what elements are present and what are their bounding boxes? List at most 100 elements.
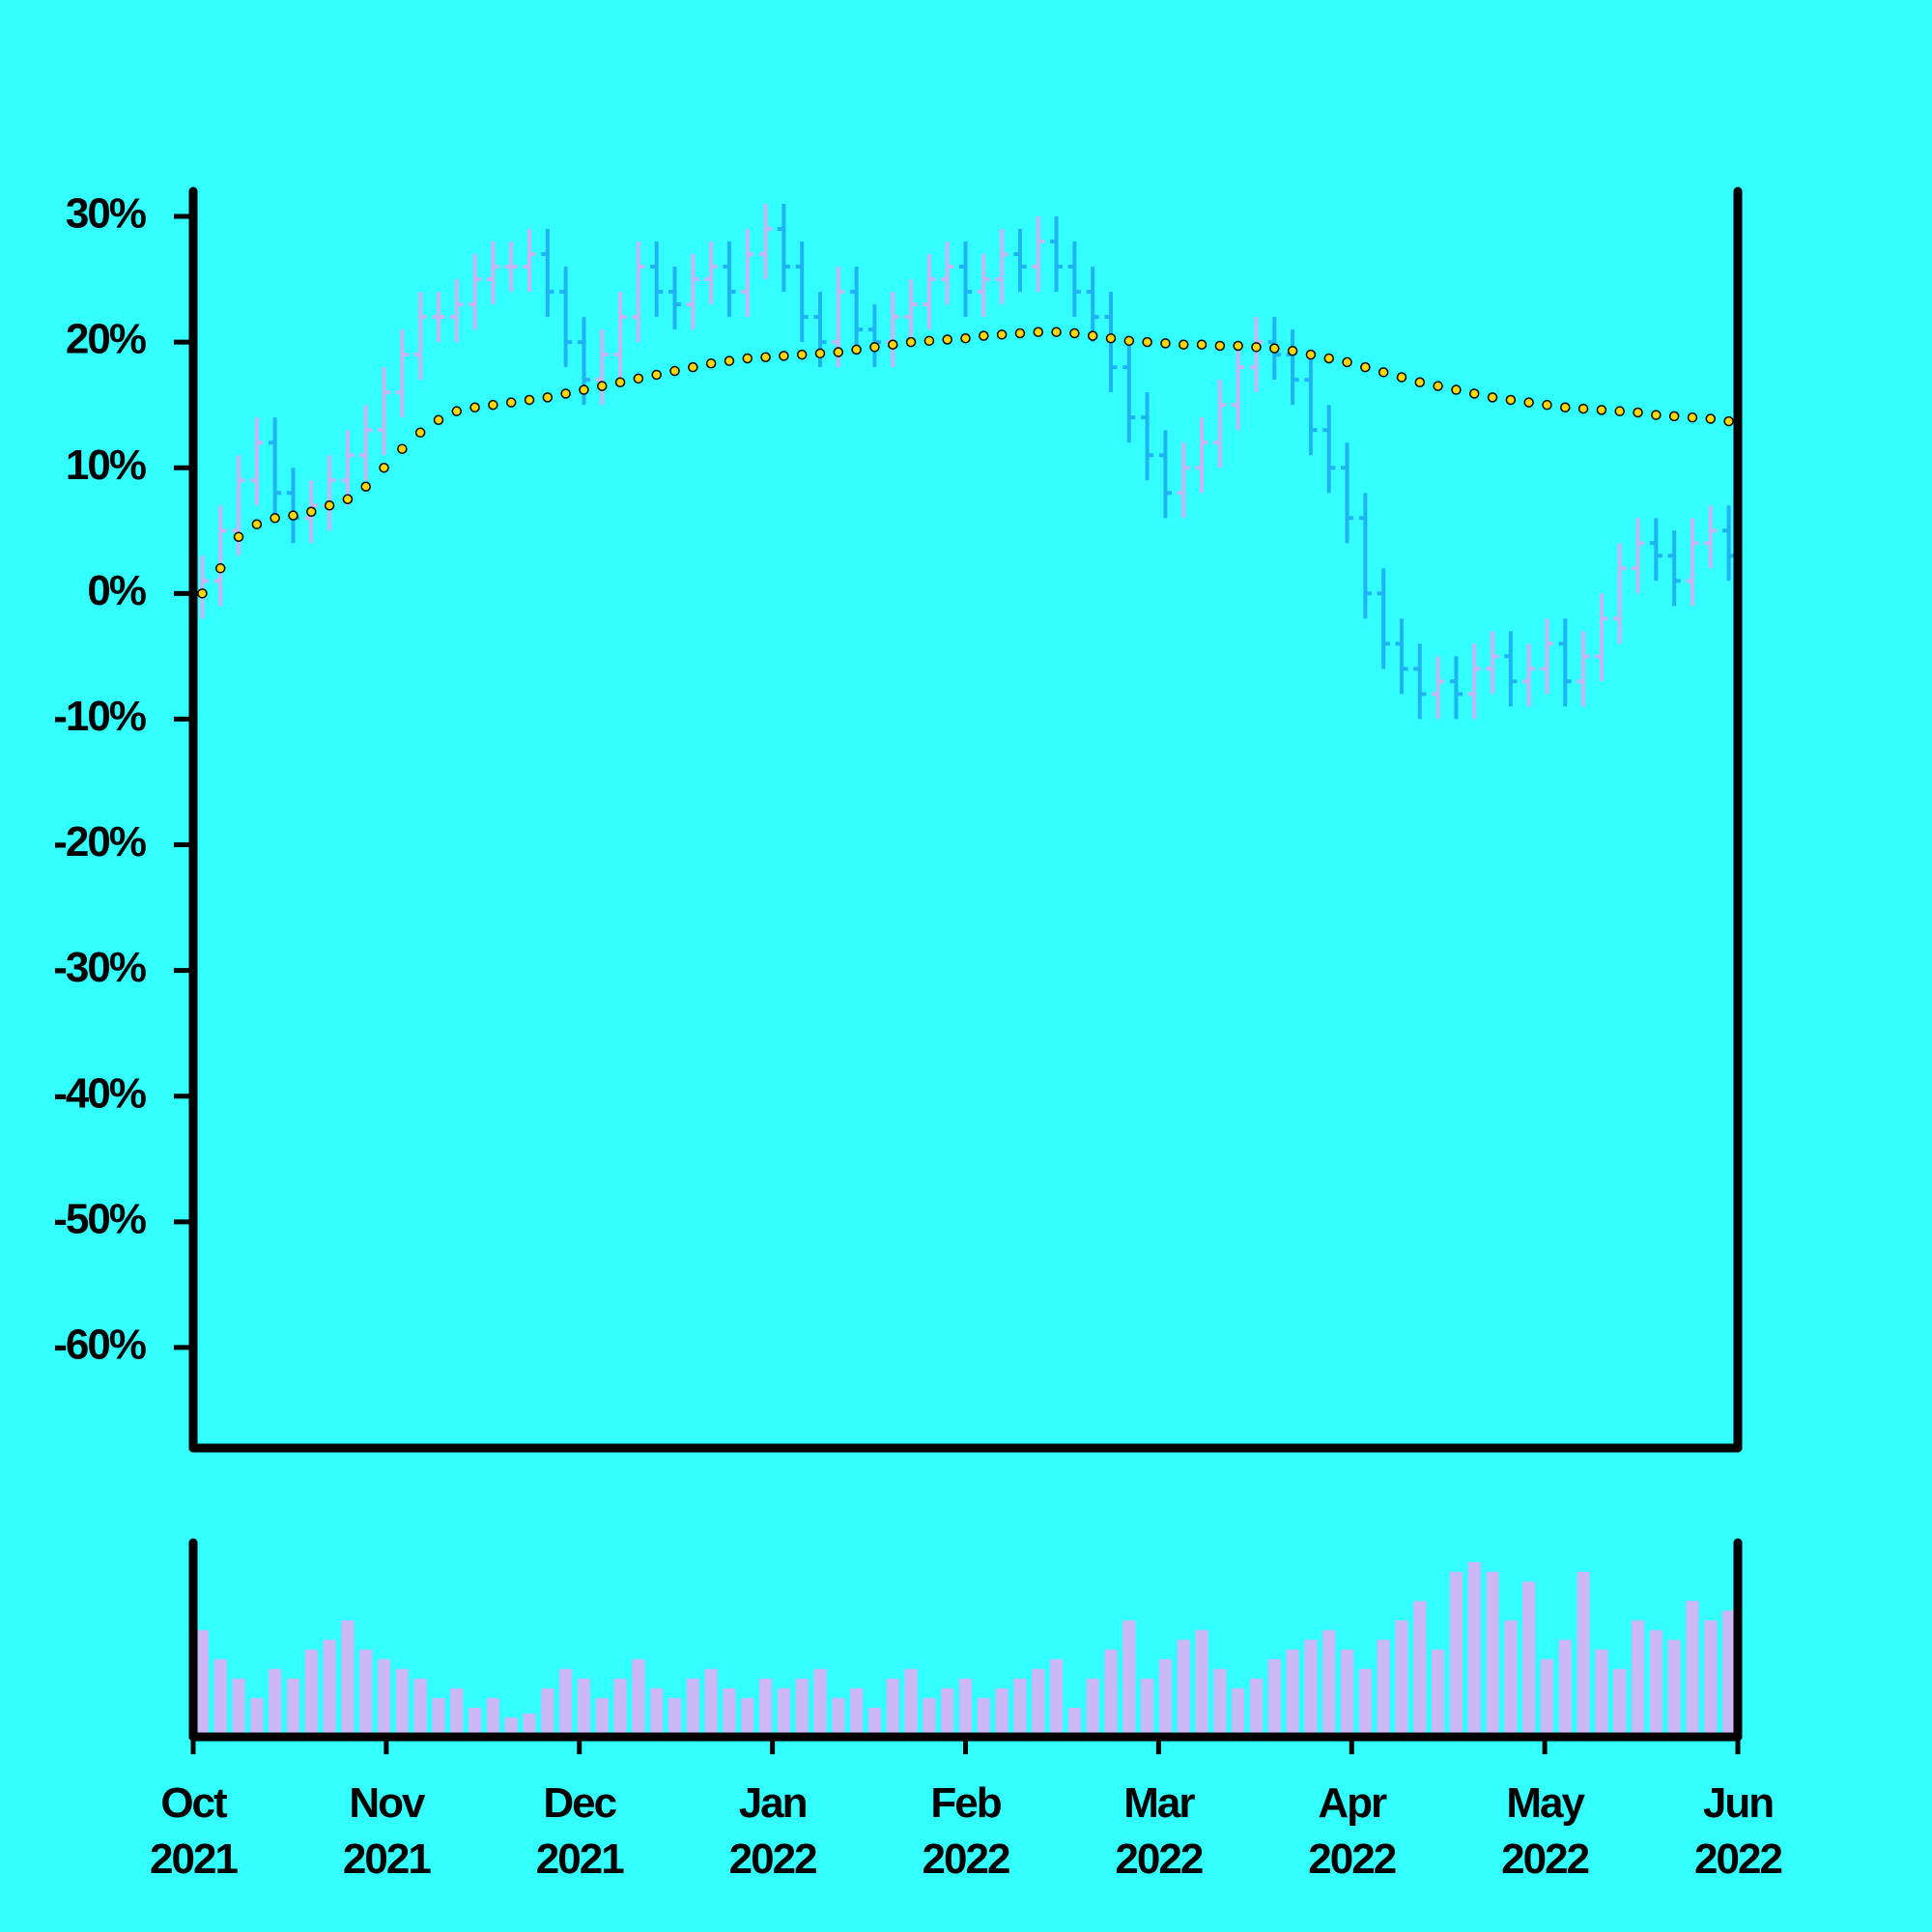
ma-dot <box>1051 327 1062 337</box>
ma-dot <box>379 462 389 473</box>
ma-dot <box>524 394 535 406</box>
ma-dot <box>1033 327 1043 337</box>
ma-dot <box>869 342 880 353</box>
volume-bar <box>977 1697 990 1737</box>
volume-bar <box>304 1649 318 1737</box>
x-tick-label: Apr 2022 <box>1308 1779 1397 1883</box>
volume-bar <box>1486 1572 1499 1737</box>
ma-dot <box>397 443 408 454</box>
ma-dot <box>1269 343 1280 354</box>
volume-bar <box>1558 1639 1572 1737</box>
ma-dot <box>1214 340 1226 352</box>
ma-dot <box>1305 349 1317 360</box>
x-tick-label: May 2022 <box>1501 1779 1590 1883</box>
volume-bar <box>1304 1639 1318 1737</box>
volume-bar <box>377 1659 391 1737</box>
ma-dot <box>1123 335 1135 347</box>
volume-bar <box>504 1717 518 1737</box>
ma-dot <box>433 414 444 426</box>
ma-dot <box>270 513 280 524</box>
ma-dot <box>1451 384 1462 395</box>
ma-dot <box>1360 361 1371 373</box>
ma-dot <box>1069 327 1080 339</box>
x-tick-label: Jun 2022 <box>1694 1779 1783 1883</box>
volume-bar <box>1467 1562 1481 1737</box>
ma-dot <box>705 357 717 369</box>
ma-dot <box>288 510 298 521</box>
ma-dot <box>251 519 263 530</box>
ma-dot <box>1523 397 1534 408</box>
volume-bar <box>1522 1581 1536 1737</box>
y-tick-label: -10% <box>53 693 146 740</box>
ma-dot <box>814 348 826 359</box>
volume-bar <box>432 1697 445 1737</box>
volume-bar <box>813 1668 827 1737</box>
volume-bar <box>1613 1668 1627 1737</box>
volume-bar <box>904 1668 918 1737</box>
volume-bar <box>468 1707 482 1737</box>
volume-bar <box>323 1639 336 1737</box>
volume-bar <box>741 1697 754 1737</box>
volume-bar <box>1286 1649 1299 1737</box>
ma-dot <box>488 399 498 411</box>
ma-dot <box>214 563 226 574</box>
ma-dot <box>1105 332 1117 344</box>
volume-bar <box>595 1697 609 1737</box>
x-tick-label: Mar 2022 <box>1115 1779 1204 1883</box>
volume-bar <box>341 1620 355 1737</box>
volume-bar <box>1631 1620 1645 1737</box>
ma-dot <box>851 344 862 355</box>
ma-dot <box>1378 367 1389 378</box>
volume-bar <box>832 1697 845 1737</box>
ma-dot <box>888 339 898 350</box>
ma-dot <box>197 588 208 599</box>
volume-bar <box>541 1688 554 1737</box>
ma-dot <box>306 506 317 518</box>
volume-bar <box>1540 1659 1554 1737</box>
y-tick-label: 10% <box>66 441 146 489</box>
ma-dot <box>905 336 917 348</box>
y-tick-label: 20% <box>66 316 146 363</box>
volume-bar <box>758 1678 773 1737</box>
volume-bar <box>1013 1678 1027 1737</box>
x-tick-label: Jan 2022 <box>728 1779 818 1883</box>
ma-dot <box>597 381 608 391</box>
volume-bar <box>1449 1572 1463 1737</box>
ma-dot <box>1142 336 1152 348</box>
ma-dot <box>1705 413 1717 424</box>
ma-dot <box>342 494 354 504</box>
volume-bar <box>1358 1668 1372 1737</box>
volume-bar <box>1267 1659 1281 1737</box>
ma-dot <box>1251 342 1262 353</box>
ma-dot <box>760 352 771 362</box>
ma-dot <box>451 406 463 416</box>
volume-bar <box>723 1688 736 1737</box>
volume-bar <box>867 1707 882 1737</box>
volume-bar <box>886 1678 899 1737</box>
volume-bar <box>1322 1630 1336 1737</box>
ma-dot <box>360 481 371 492</box>
volume-bar <box>1704 1620 1718 1737</box>
ma-dot <box>1323 353 1334 364</box>
volume-bar <box>777 1688 790 1737</box>
y-tick-label: 30% <box>66 190 146 238</box>
ma-dot <box>960 332 971 344</box>
volume-bar <box>523 1713 536 1737</box>
volume-bar <box>450 1688 464 1737</box>
ma-dot <box>979 330 989 341</box>
volume-bar <box>1413 1601 1427 1737</box>
ma-dot <box>1160 338 1171 349</box>
volume-bar <box>559 1668 573 1737</box>
x-tick-label: Nov 2021 <box>342 1779 432 1883</box>
ma-dot <box>1233 340 1243 352</box>
volume-bar <box>1249 1678 1264 1737</box>
ma-dot <box>942 334 952 345</box>
x-tick-label: Feb 2022 <box>922 1779 1011 1883</box>
volume-bar <box>1213 1668 1227 1737</box>
ma-dot <box>923 335 935 347</box>
ma-dot <box>469 402 480 413</box>
volume-bar <box>995 1688 1009 1737</box>
volume-bar <box>1722 1610 1736 1737</box>
